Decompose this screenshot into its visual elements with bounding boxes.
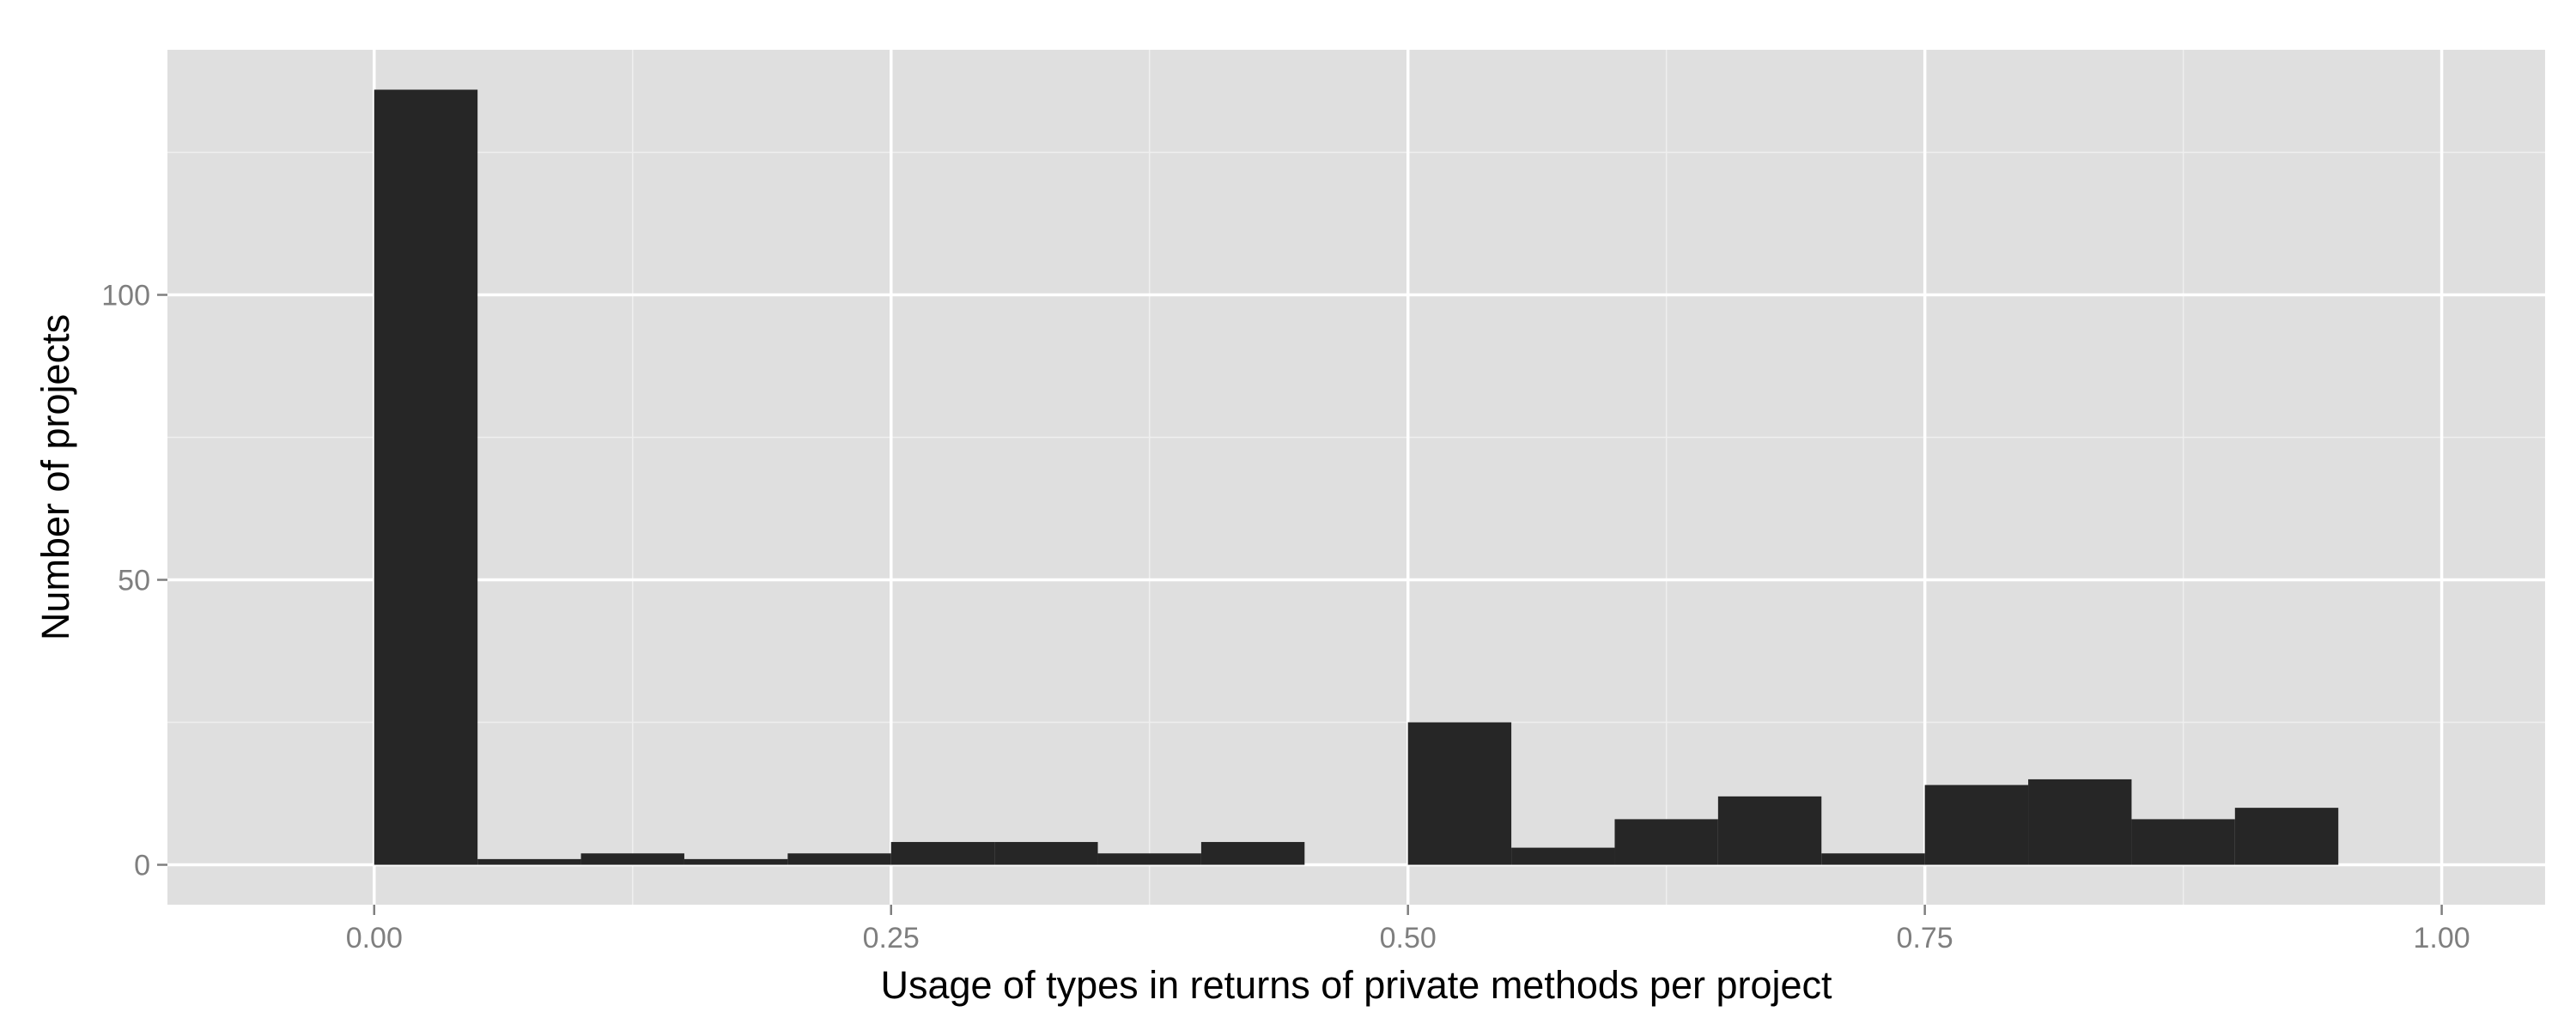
x-tick-label: 1.00 xyxy=(2414,922,2470,954)
histogram-bar xyxy=(374,89,478,865)
y-axis-title: Number of projects xyxy=(33,314,77,640)
x-axis-title: Usage of types in returns of private met… xyxy=(880,963,1832,1007)
x-tick-label: 0.75 xyxy=(1897,922,1953,954)
y-axis: 0 50 100 xyxy=(101,280,167,882)
histogram-bar xyxy=(1097,853,1201,865)
histogram-bar xyxy=(994,841,1098,865)
plot-panel xyxy=(167,50,2545,905)
histogram-bar xyxy=(1717,796,1822,865)
x-tick-label: 0.50 xyxy=(1380,922,1437,954)
histogram-bar xyxy=(2131,819,2235,865)
histogram-bar xyxy=(2234,808,2339,865)
y-tick-label: 100 xyxy=(101,280,150,312)
y-tick-label: 50 xyxy=(118,565,150,597)
histogram-bar xyxy=(683,858,788,865)
minor-grid-lines xyxy=(167,50,2545,905)
y-tick-label: 0 xyxy=(134,850,150,882)
histogram-bar xyxy=(1511,847,1615,865)
histogram-bar xyxy=(477,858,581,865)
histogram-bar xyxy=(580,853,684,865)
x-tick-label: 0.00 xyxy=(346,922,403,954)
histogram-bars xyxy=(374,89,2339,865)
histogram-bar xyxy=(1200,841,1305,865)
histogram-bar xyxy=(1924,785,2029,865)
histogram-bar xyxy=(1407,722,1512,865)
histogram-bar xyxy=(787,853,891,865)
histogram-bar xyxy=(1614,819,1718,865)
histogram-bar xyxy=(2028,779,2132,865)
x-axis: 0.00 0.25 0.50 0.75 1.00 xyxy=(346,905,2470,954)
histogram-bar xyxy=(1821,853,1925,865)
x-tick-label: 0.25 xyxy=(863,922,920,954)
histogram-bar xyxy=(890,841,995,865)
